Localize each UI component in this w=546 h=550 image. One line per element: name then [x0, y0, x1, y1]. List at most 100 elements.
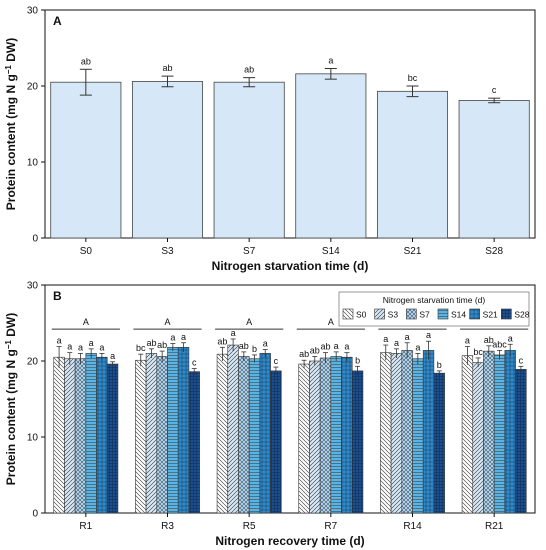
sig-letter-R5-S14: b: [252, 344, 257, 354]
sig-letter-R3-S28: c: [192, 358, 197, 368]
bar-R7-S21: [341, 356, 353, 514]
sig-letter-R14-S0: a: [383, 334, 388, 344]
sig-letter-R5-S21: a: [263, 339, 268, 349]
panel-a: 0 10 20 30 A Protein content (mg N g−1 DW) Nit…: [4, 6, 536, 273]
bar-R7-S0: [298, 363, 310, 514]
bar-R5-S21: [259, 353, 271, 514]
x-tick-label-S14: S14: [322, 246, 340, 257]
bar-R7-S28: [351, 370, 364, 514]
bar-R3-S28: [188, 371, 200, 514]
panel-b-y-tick-label: 10: [27, 433, 39, 444]
legend-swatch-S14: [437, 308, 449, 320]
bar-S3: [131, 81, 204, 239]
bar-R14-S3: [390, 353, 403, 514]
bar-R1-S21: [96, 356, 108, 514]
sig-letter-R5-S28: c: [274, 356, 279, 366]
sig-letter-R14-S3: a: [394, 338, 399, 348]
bar-R3-S3: [145, 353, 158, 514]
sig-letter-R5-S0: ab: [217, 336, 227, 346]
bar-R14-S28: [433, 372, 445, 514]
bar-R21-S14: [493, 354, 506, 514]
sig-letter-R14-S28: b: [437, 360, 442, 370]
sig-letter-R14-S7: a: [405, 332, 410, 342]
panel-b-y-tick-label: 20: [27, 357, 39, 368]
legend-swatch-S21: [469, 308, 480, 320]
bar-R1-S14: [85, 353, 97, 514]
x-tick-label-S7: S7: [243, 246, 256, 257]
x-tick-label-S0: S0: [80, 246, 93, 257]
group-letter-R5: A: [246, 317, 252, 327]
sig-letter-R14-S21: a: [426, 330, 431, 340]
sig-letter-R3-S3: ab: [146, 338, 156, 348]
bar-R21-S7: [483, 350, 495, 514]
panel-b-plot-frame: [44, 284, 536, 514]
panel-b-y-axis-title: Protein content (mg N g−1 DW): [4, 313, 18, 485]
legend-label-S7: S7: [419, 310, 430, 320]
legend-title: Nitrogen starvation time (d): [383, 295, 486, 305]
sig-letter-R1-S0: a: [57, 336, 62, 346]
sig-letter-R5-S3: a: [231, 328, 236, 338]
bar-R14-S0: [380, 352, 392, 514]
bar-R5-S14: [248, 358, 261, 514]
panel-b: 0 10 20 30 B Protein content (mg N g−1 DW) Nit…: [4, 281, 536, 548]
x-tick-label-R7: R7: [324, 521, 337, 532]
panel-b-x-axis-title: Nitrogen recovery time (d): [215, 534, 364, 548]
sig-letter-S21: bc: [408, 73, 418, 83]
legend-swatch-S3: [374, 308, 385, 320]
x-tick-label-R14: R14: [403, 521, 422, 532]
sig-letter-R7-S28: b: [355, 355, 360, 365]
sig-letter-R3-S14: a: [170, 333, 175, 343]
bar-R14-S21: [422, 350, 435, 514]
bar-R5-S7: [238, 356, 250, 514]
group-letter-R3: A: [164, 317, 170, 327]
bar-R5-S0: [216, 353, 229, 514]
group-letter-R7: A: [328, 317, 334, 327]
sig-letter-S3: ab: [162, 63, 172, 73]
sig-letter-R21-S14: abc: [492, 339, 507, 349]
group-letter-R1: A: [83, 317, 89, 327]
bar-R14-S14: [412, 358, 424, 514]
sig-letter-R7-S0: ab: [299, 349, 309, 359]
sig-letter-S28: c: [492, 85, 497, 95]
sig-letter-R7-S14: a: [334, 341, 339, 351]
bar-S7: [213, 81, 285, 239]
bar-R21-S3: [472, 362, 484, 514]
sig-letter-R21-S7: ab: [484, 335, 494, 345]
bar-S14: [295, 73, 367, 239]
bar-R21-S28: [515, 369, 527, 514]
bar-R3-S7: [156, 356, 168, 514]
panel-a-plot-frame: [44, 9, 536, 239]
legend-label-S14: S14: [451, 310, 466, 320]
bar-S21: [376, 90, 449, 239]
bar-R7-S7: [319, 357, 332, 514]
sig-letter-R21-S3: bc: [473, 347, 483, 357]
bar-R5-S28: [270, 370, 282, 514]
legend-swatch-S28: [501, 308, 512, 320]
bar-R1-S28: [106, 363, 119, 514]
x-tick-label-S3: S3: [161, 246, 174, 257]
sig-letter-S7: ab: [244, 65, 254, 75]
bar-R7-S14: [330, 356, 342, 514]
sig-letter-R1-S14: a: [89, 338, 94, 348]
panel-a-y-tick-label: 0: [32, 234, 38, 245]
bar-R5-S3: [227, 344, 239, 514]
sig-letter-R7-S7: ab: [320, 342, 330, 352]
x-tick-label-R21: R21: [485, 521, 504, 532]
sig-letter-R1-S3: a: [67, 342, 72, 352]
sig-letter-R14-S14: a: [415, 342, 420, 352]
panel-b-letter: B: [53, 289, 62, 303]
sig-letter-R21-S21: a: [508, 333, 513, 343]
legend-swatch-S0: [342, 308, 354, 320]
bar-S0: [50, 81, 122, 239]
x-tick-label-R1: R1: [79, 521, 92, 532]
panel-b-y-tick-label: 0: [32, 509, 38, 520]
legend-label-S3: S3: [388, 310, 399, 320]
x-tick-label-S28: S28: [485, 246, 503, 257]
x-tick-label-R5: R5: [243, 521, 256, 532]
sig-letter-R21-S28: c: [519, 355, 524, 365]
bar-R7-S3: [309, 360, 321, 514]
panel-a-x-axis-title: Nitrogen starvation time (d): [212, 259, 369, 273]
legend-label-S28: S28: [514, 310, 529, 320]
panel-a-y-tick-label: 20: [27, 82, 39, 93]
